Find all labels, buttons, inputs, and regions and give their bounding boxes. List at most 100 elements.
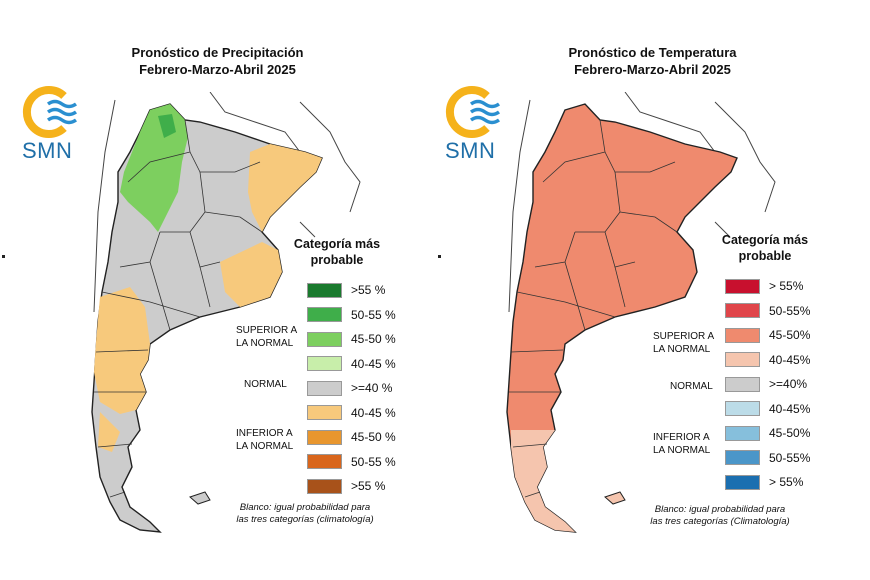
temperature-title-period: Febrero-Marzo-Abril 2025 — [574, 62, 731, 77]
legend-row: 50-55 % — [307, 453, 396, 471]
edge-mark-center — [438, 255, 441, 258]
temperature-legend-title: Categoría más probable — [710, 232, 820, 264]
legend-swatch — [307, 429, 342, 445]
legend-swatch — [725, 401, 760, 416]
temp-inferior-label-line1: INFERIOR A — [653, 432, 710, 443]
precip-inferior-label-line1: INFERIOR A — [236, 428, 293, 439]
legend-label: 50-55 % — [351, 307, 396, 322]
legend-label: >=40 % — [351, 381, 393, 395]
temp-normal-label: NORMAL — [670, 381, 713, 392]
legend-label: 40-45% — [769, 352, 811, 367]
chile-border-line — [93, 99, 116, 313]
legend-row: 50-55 % — [307, 306, 396, 324]
smn-logo-icon — [445, 86, 501, 138]
legend-label: 50-55% — [769, 303, 811, 318]
legend-row: > 55% — [725, 277, 803, 295]
legend-row: 45-50% — [725, 424, 810, 442]
precip-below-normal-patagonia-region — [94, 287, 150, 414]
smn-logo-icon — [22, 86, 78, 138]
smn-logo-text: SMN — [445, 138, 496, 163]
temperature-footnote-line1: Blanco: igual probabilidad para — [654, 504, 786, 515]
legend-row: >=40 % — [307, 379, 392, 397]
brazil-border-line — [299, 101, 361, 213]
legend-swatch — [725, 450, 760, 465]
province-borders — [509, 119, 678, 498]
legend-swatch — [307, 454, 342, 469]
precipitation-forecast-panel: Pronóstico de Precipitación Febrero-Marz… — [0, 44, 435, 533]
legend-label: 50-55 % — [351, 454, 396, 469]
temp-inferior-label-line2: LA NORMAL — [653, 445, 711, 456]
legend-row: >55 % — [307, 281, 385, 299]
legend-row: >=40% — [725, 375, 807, 393]
precip-below-normal-ne-region — [248, 144, 322, 232]
legend-row: 50-55% — [725, 449, 810, 467]
legend-swatch — [307, 478, 342, 494]
legend-swatch — [307, 331, 342, 347]
legend-swatch — [725, 327, 760, 343]
legend-row: 50-55% — [725, 302, 810, 320]
argentina-outline — [506, 103, 738, 533]
legend-label: >=40% — [769, 377, 808, 391]
legend-row: 40-45 % — [307, 355, 396, 373]
legend-label: 40-45 % — [351, 356, 396, 371]
bolivia-paraguay-border-line — [209, 92, 301, 153]
uruguay-coast-line — [714, 221, 731, 238]
precip-superior-label-line1: SUPERIOR A — [236, 325, 298, 336]
temp-superior-label: SUPERIOR A LA NORMAL — [653, 330, 714, 356]
legend-swatch — [307, 356, 342, 371]
temperature-footnote: Blanco: igual probabilidad para las tres… — [625, 504, 815, 528]
legend-swatch — [725, 303, 760, 318]
legend-label: >55 % — [351, 283, 386, 297]
legend-label: 40-45% — [769, 401, 811, 416]
precip-superior-label: SUPERIOR A LA NORMAL — [236, 324, 297, 350]
precipitation-legend-title: Categoría más probable — [282, 236, 392, 268]
legend-row: 40-45% — [725, 351, 810, 369]
legend-row: 40-45% — [725, 400, 810, 418]
temp-inferior-label: INFERIOR A LA NORMAL — [653, 431, 710, 457]
malvinas-islands — [189, 491, 211, 505]
temperature-legend-title-line1: Categoría más — [721, 233, 809, 247]
legend-swatch — [307, 380, 342, 396]
precipitation-map-title: Pronóstico de Precipitación Febrero-Marz… — [0, 44, 435, 78]
temperature-map-title: Pronóstico de Temperatura Febrero-Marzo-… — [435, 44, 870, 78]
smn-logo: SMN — [22, 86, 84, 166]
precip-inferior-label: INFERIOR A LA NORMAL — [236, 427, 293, 453]
precipitation-title-period: Febrero-Marzo-Abril 2025 — [139, 62, 296, 77]
legend-label: > 55% — [769, 279, 804, 293]
temp-superior-label-line1: SUPERIOR A — [653, 331, 715, 342]
temperature-map — [506, 92, 776, 533]
malvinas-islands — [604, 491, 626, 505]
temperature-title-line1: Pronóstico de Temperatura — [568, 45, 737, 60]
smn-logo: SMN — [445, 86, 507, 166]
legend-row: 45-50 % — [307, 428, 396, 446]
precip-below-normal-ba-region — [220, 242, 282, 307]
precip-superior-label-line2: LA NORMAL — [236, 338, 294, 349]
legend-row: > 55% — [725, 473, 803, 491]
legend-row: >55 % — [307, 477, 385, 495]
brazil-border-line — [714, 101, 776, 213]
legend-swatch — [725, 474, 760, 490]
temp-superior-label-line2: LA NORMAL — [653, 344, 711, 355]
legend-swatch — [307, 307, 342, 322]
uruguay-coast-line — [299, 221, 316, 238]
temperature-forecast-panel: Pronóstico de Temperatura Febrero-Marzo-… — [435, 0, 870, 580]
legend-swatch — [307, 282, 342, 298]
legend-label: 40-45 % — [351, 405, 396, 420]
temperature-footnote-line2: las tres categorías (Climatología) — [650, 516, 790, 527]
smn-logo-text: SMN — [22, 138, 73, 163]
precip-50-55-patch — [158, 114, 176, 138]
legend-label: > 55% — [769, 475, 804, 489]
legend-label: 45-50 % — [351, 430, 396, 444]
chile-border-line — [508, 99, 531, 313]
precip-inferior-label-line2: LA NORMAL — [236, 441, 294, 452]
edge-mark-left — [2, 255, 5, 258]
legend-row: 40-45 % — [307, 404, 396, 422]
legend-swatch — [725, 352, 760, 367]
legend-label: 45-50% — [769, 328, 811, 342]
legend-row: 45-50% — [725, 326, 810, 344]
legend-swatch — [307, 405, 342, 420]
legend-label: 50-55% — [769, 450, 811, 465]
precipitation-legend-title-line2: probable — [310, 253, 364, 267]
province-borders — [94, 119, 263, 498]
legend-swatch — [725, 425, 760, 441]
